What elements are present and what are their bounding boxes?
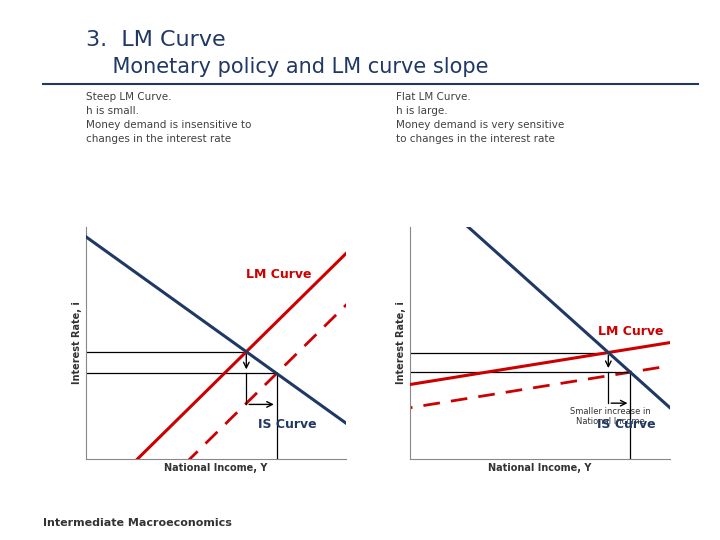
- Text: Flat LM Curve.
h is large.
Money demand is very sensitive
to changes in the inte: Flat LM Curve. h is large. Money demand …: [396, 92, 564, 144]
- Y-axis label: Interest Rate, i: Interest Rate, i: [72, 301, 82, 384]
- Text: Smaller increase in
National Income: Smaller increase in National Income: [570, 407, 651, 427]
- Text: Steep LM Curve.
h is small.
Money demand is insensitive to
changes in the intere: Steep LM Curve. h is small. Money demand…: [86, 92, 252, 144]
- Text: LM Curve: LM Curve: [246, 268, 311, 281]
- Text: LM Curve: LM Curve: [598, 325, 664, 338]
- X-axis label: National Income, Y: National Income, Y: [164, 463, 268, 473]
- Text: IS Curve: IS Curve: [597, 418, 655, 431]
- Y-axis label: Interest Rate, i: Interest Rate, i: [396, 301, 406, 384]
- Text: IS Curve: IS Curve: [258, 418, 317, 431]
- Text: 3.  LM Curve: 3. LM Curve: [86, 30, 226, 50]
- Text: Monetary policy and LM curve slope: Monetary policy and LM curve slope: [86, 57, 489, 77]
- Text: Intermediate Macroeconomics: Intermediate Macroeconomics: [43, 518, 232, 529]
- X-axis label: National Income, Y: National Income, Y: [488, 463, 592, 473]
